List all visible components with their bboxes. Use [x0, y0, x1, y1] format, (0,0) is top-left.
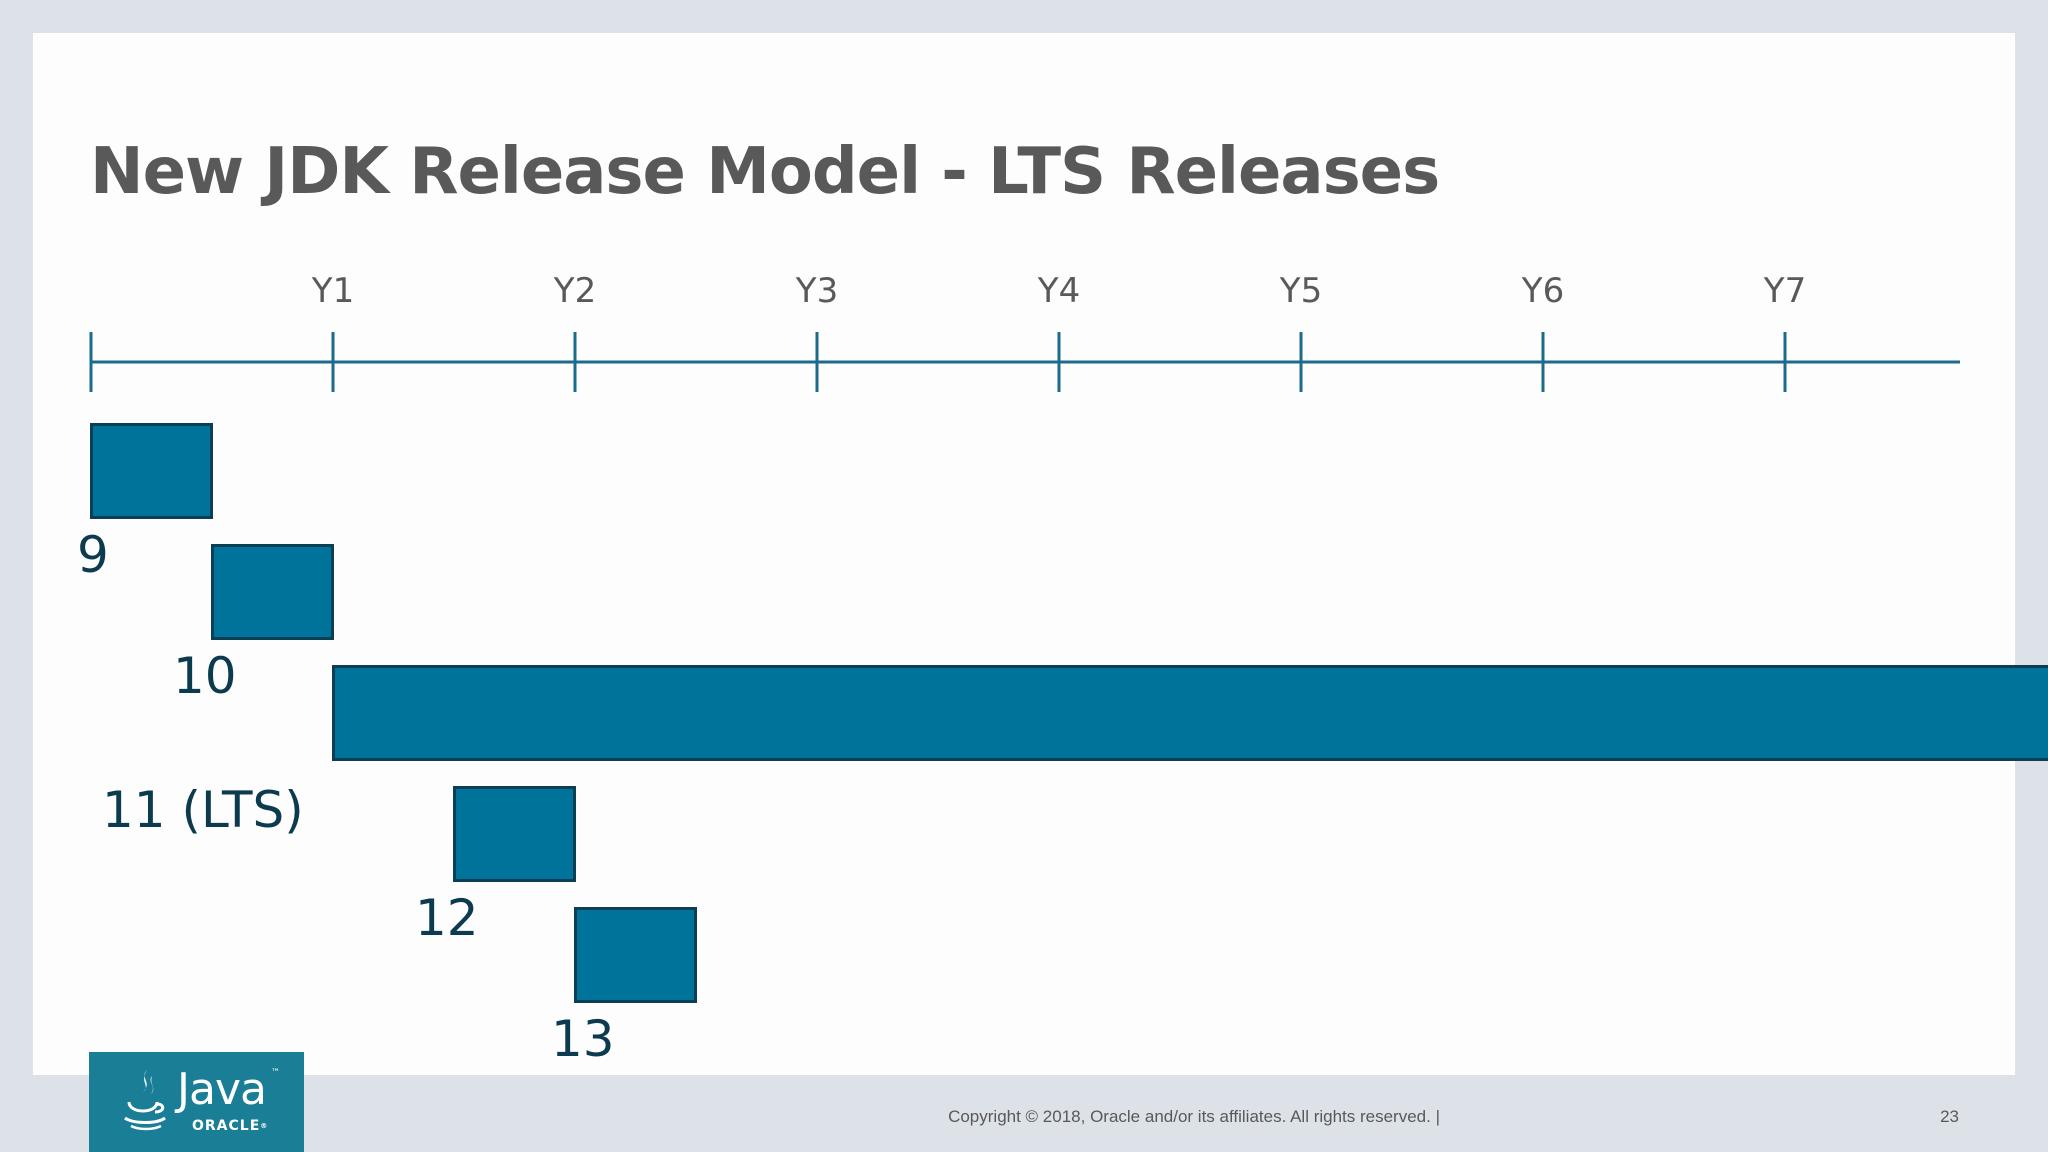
release-label: 10: [173, 647, 237, 705]
year-label: Y4: [1037, 271, 1081, 311]
year-label: Y3: [795, 271, 839, 311]
year-label: Y2: [553, 271, 597, 311]
java-logo: Java ™ ORACLE®: [89, 1052, 304, 1152]
oracle-name: ORACLE: [192, 1118, 261, 1134]
release-label: 12: [415, 889, 479, 947]
year-label: Y6: [1521, 271, 1565, 311]
java-wordmark: Java: [177, 1064, 267, 1115]
copyright-notice: Copyright © 2018, Oracle and/or its affi…: [948, 1107, 1440, 1126]
year-label: Y5: [1279, 271, 1323, 311]
year-label: Y7: [1763, 271, 1807, 311]
slide-title: New JDK Release Model - LTS Releases: [90, 135, 1440, 209]
release-bar: [453, 786, 576, 882]
release-bar: [574, 907, 697, 1003]
release-bar: [90, 423, 213, 519]
release-label: 13: [551, 1010, 615, 1068]
release-bar: [211, 544, 334, 640]
oracle-wordmark: ORACLE®: [192, 1118, 268, 1134]
year-label: Y1: [311, 271, 355, 311]
slide-background: [33, 33, 2015, 1075]
release-label: 11 (LTS): [102, 781, 304, 839]
oracle-registered-mark: ®: [260, 1122, 269, 1130]
java-trademark: ™: [271, 1068, 280, 1078]
release-bar: [332, 665, 2048, 761]
java-cup-icon: [124, 1070, 166, 1131]
page-number: 23: [1940, 1107, 1959, 1126]
release-label: 9: [77, 526, 109, 584]
